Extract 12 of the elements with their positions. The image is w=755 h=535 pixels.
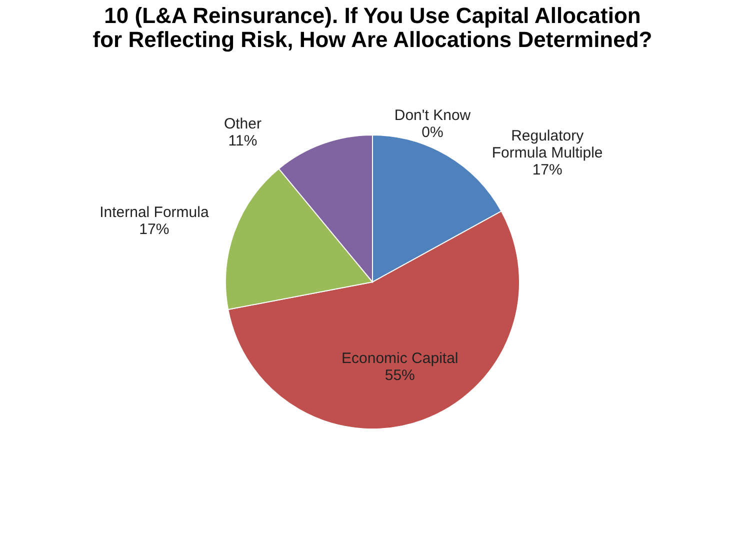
text: 0%	[422, 124, 444, 141]
slice-label: Other	[224, 116, 262, 133]
text: 10 (L&A Reinsurance). If You Use Capital Allocation	[104, 3, 641, 28]
text: for Reflecting Risk, How Are Allocations Determined?	[92, 27, 652, 52]
data-label: 17%	[139, 221, 170, 238]
category-label: Don't Know	[394, 107, 471, 124]
data-label: 55%	[384, 367, 415, 384]
data-label: 11%	[228, 132, 258, 150]
slice-label: Internal Formula	[100, 204, 210, 222]
slice-label: Regulatory Formula Multiple	[492, 127, 603, 162]
slice-label: Economic Capital	[342, 350, 458, 368]
data-label: 17%	[532, 161, 562, 178]
